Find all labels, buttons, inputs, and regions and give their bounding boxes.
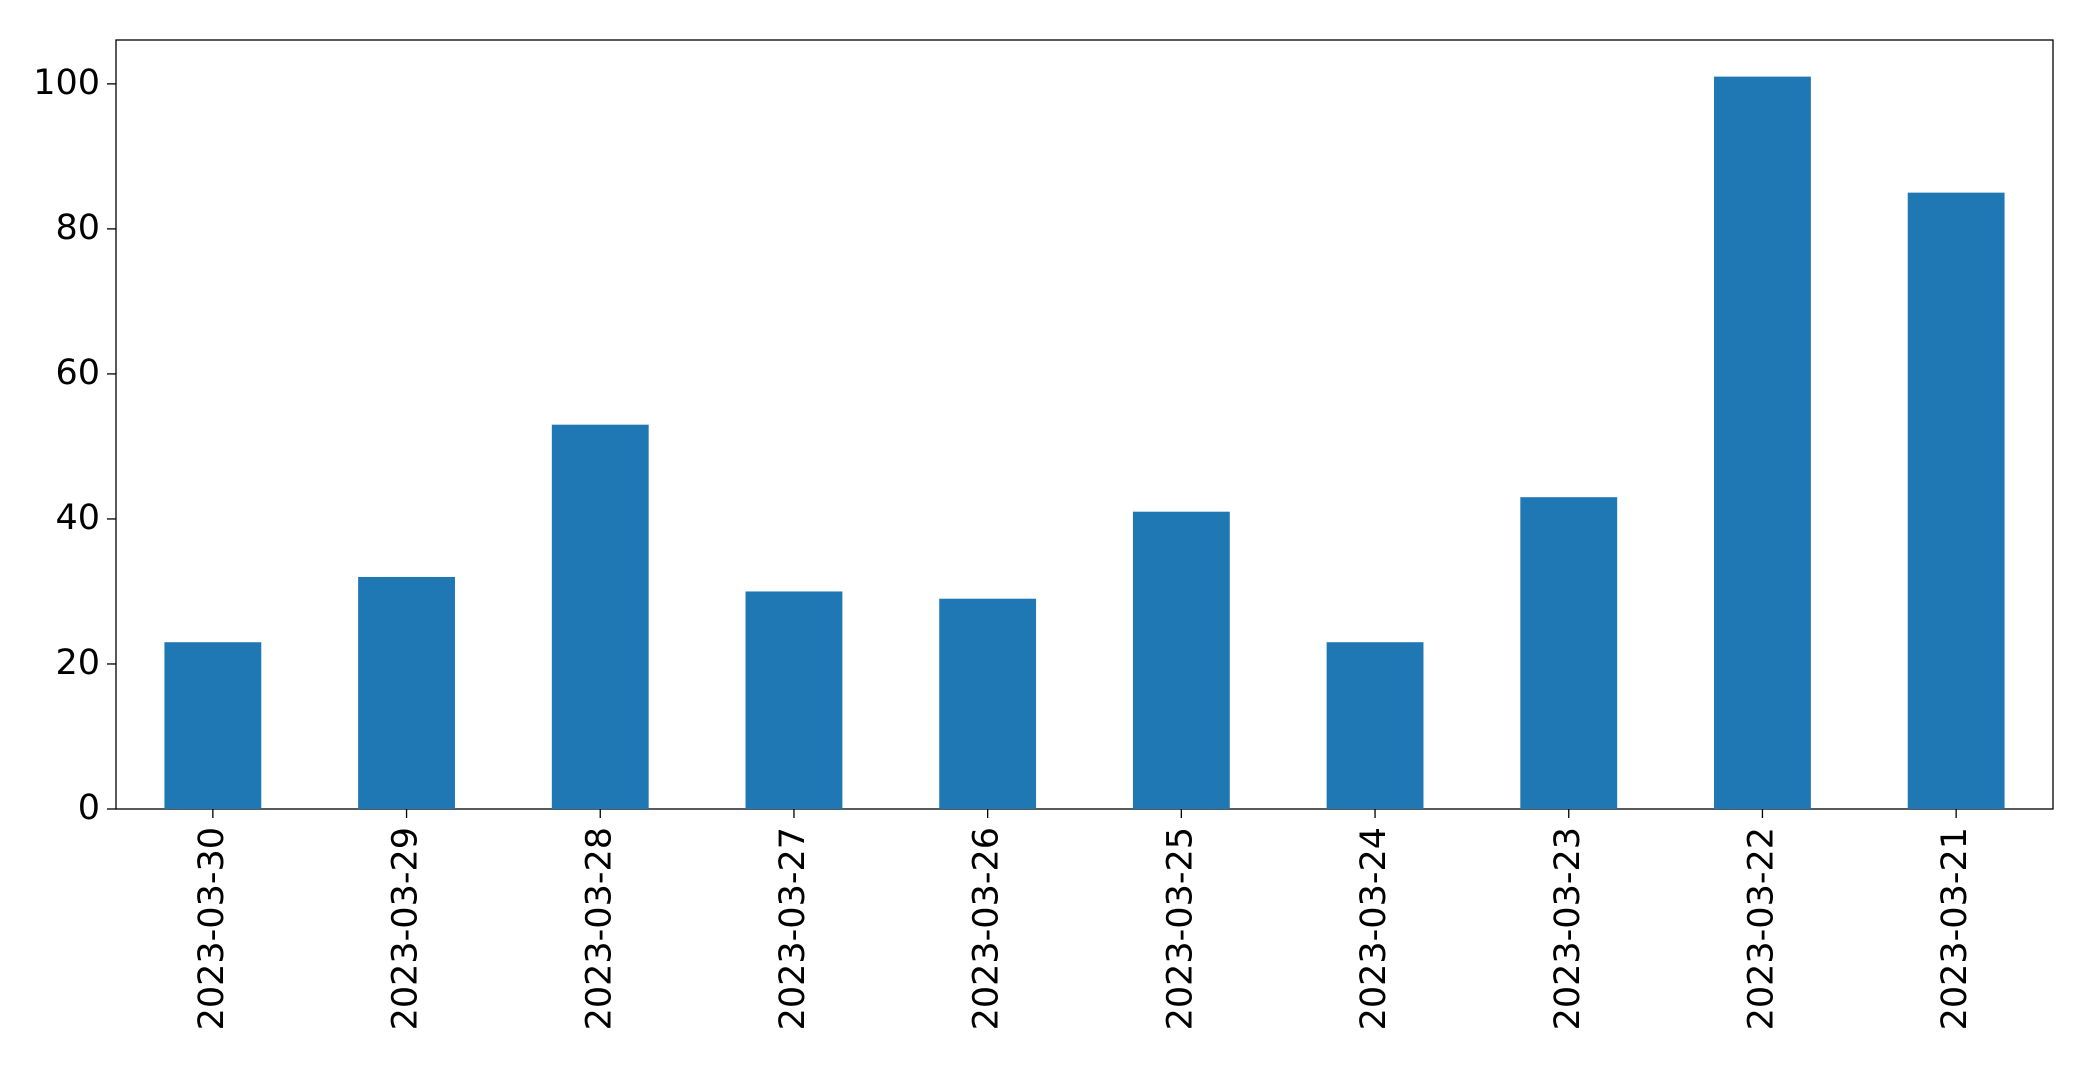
bar	[1326, 642, 1424, 809]
bar	[358, 576, 455, 809]
x-tick-label: 2023-03-26	[967, 827, 1007, 1030]
x-tick-label: 2023-03-30	[192, 827, 232, 1030]
bar	[939, 598, 1037, 809]
bar	[1520, 497, 1618, 809]
x-tick-label: 2023-03-21	[1935, 827, 1975, 1030]
bar	[1132, 511, 1230, 809]
bar	[745, 591, 843, 809]
x-tick-label: 2023-03-27	[773, 827, 813, 1030]
x-tick-label: 2023-03-29	[386, 827, 426, 1030]
bar	[551, 424, 649, 809]
x-tick-label: 2023-03-28	[579, 827, 619, 1030]
bar	[164, 642, 262, 809]
y-tick-label: 20	[55, 643, 100, 683]
y-tick-label: 80	[55, 208, 100, 248]
y-tick-label: 0	[78, 788, 100, 828]
x-tick-label: 2023-03-24	[1354, 827, 1394, 1030]
plot-frame	[115, 39, 2054, 810]
x-tick-label: 2023-03-25	[1160, 827, 1200, 1030]
bar	[1714, 76, 1811, 810]
x-tick-label: 2023-03-22	[1741, 827, 1781, 1030]
y-tick-label: 40	[55, 498, 100, 538]
y-tick-label: 60	[55, 353, 100, 393]
bar	[1907, 192, 2005, 810]
y-tick-label: 100	[33, 63, 100, 103]
x-tick-label: 2023-03-23	[1548, 827, 1588, 1030]
